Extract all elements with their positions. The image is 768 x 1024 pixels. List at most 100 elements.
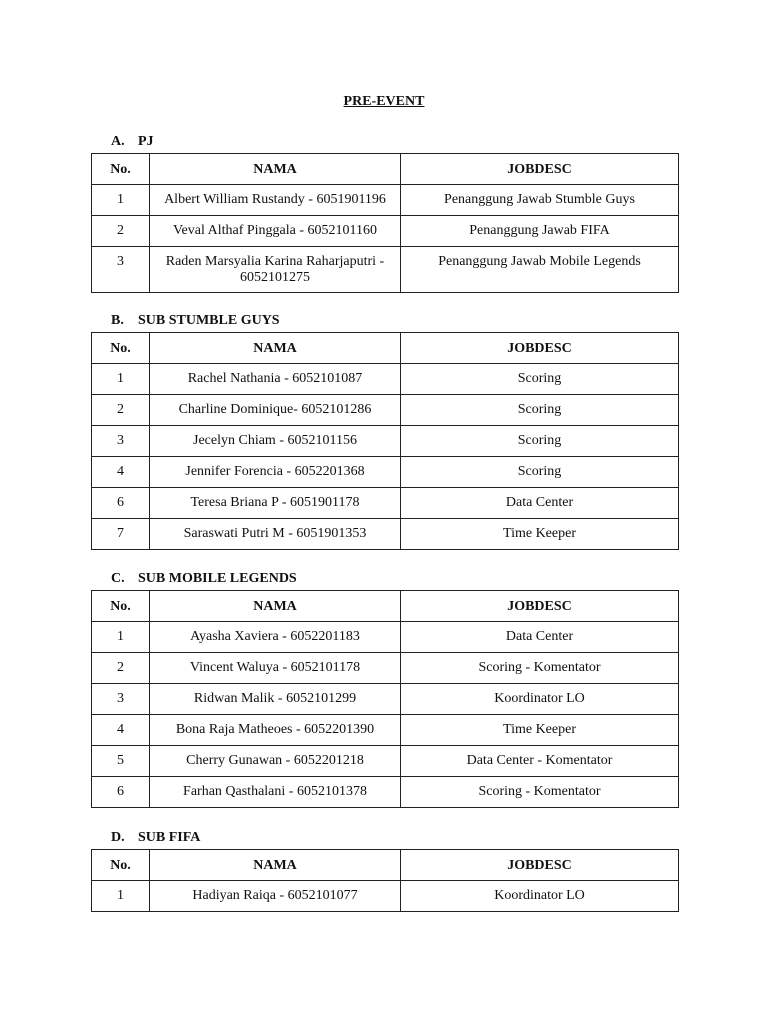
cell-no: 1 — [91, 184, 150, 216]
section-letter: A. — [111, 134, 125, 149]
table-header: No. NAMA JOBDESC — [91, 590, 679, 622]
cell-jobdesc: Data Center — [400, 621, 679, 653]
cell-jobdesc: Time Keeper — [400, 518, 679, 550]
header-no: No. — [91, 590, 150, 622]
table-row: 1 Albert William Rustandy - 6051901196 Pen… — [91, 184, 679, 216]
cell-nama: Rachel Nathania - 6052101087 — [149, 363, 401, 395]
header-jobdesc: JOBDESC — [400, 849, 679, 881]
table-row: 1 Ayasha Xaviera - 6052201183 Data Center — [91, 621, 679, 653]
table-header: No. NAMA JOBDESC — [91, 153, 679, 185]
section-name: SUB FIFA — [138, 830, 201, 845]
section-heading: C. SUB MOBILE LEGENDS — [91, 571, 679, 590]
section-heading: A. PJ — [91, 134, 679, 153]
cell-no: 2 — [91, 215, 150, 247]
header-no: No. — [91, 153, 150, 185]
cell-no: 7 — [91, 518, 150, 550]
cell-jobdesc: Koordinator LO — [400, 880, 679, 912]
cell-no: 4 — [91, 714, 150, 746]
cell-nama: Ridwan Malik - 6052101299 — [149, 683, 401, 715]
cell-nama: Bona Raja Matheoes - 6052201390 — [149, 714, 401, 746]
table-row: 5 Cherry Gunawan - 6052201218 Data Center … — [91, 745, 679, 777]
section-a: A. PJ No. NAMA JOBDESC 1 Albert William Rustan… — [91, 134, 679, 293]
header-nama: NAMA — [149, 332, 401, 364]
cell-jobdesc: Penanggung Jawab Mobile Legends — [400, 246, 679, 293]
table-row: 4 Jennifer Forencia - 6052201368 Scoring — [91, 456, 679, 488]
staff-table: No. NAMA JOBDESC 1 Albert William Rustandy -… — [91, 153, 679, 293]
section-c: C. SUB MOBILE LEGENDS No. NAMA JOBDESC 1 Ayash… — [91, 571, 679, 808]
cell-no: 6 — [91, 776, 150, 808]
section-name: SUB STUMBLE GUYS — [138, 313, 280, 328]
table-row: 6 Teresa Briana P - 6051901178 Data Center — [91, 487, 679, 519]
staff-table: No. NAMA JOBDESC 1 Ayasha Xaviera - 60522011… — [91, 590, 679, 808]
cell-jobdesc: Penanggung Jawab Stumble Guys — [400, 184, 679, 216]
cell-no: 4 — [91, 456, 150, 488]
section-heading: D. SUB FIFA — [91, 830, 679, 849]
cell-jobdesc: Data Center - Komentator — [400, 745, 679, 777]
table-header: No. NAMA JOBDESC — [91, 849, 679, 881]
section-d: D. SUB FIFA No. NAMA JOBDESC 1 Hadiyan Raiqa -… — [91, 830, 679, 912]
cell-no: 5 — [91, 745, 150, 777]
table-row: 4 Bona Raja Matheoes - 6052201390 Time Kee… — [91, 714, 679, 746]
cell-jobdesc: Time Keeper — [400, 714, 679, 746]
cell-jobdesc: Scoring — [400, 456, 679, 488]
cell-nama: Teresa Briana P - 6051901178 — [149, 487, 401, 519]
header-no: No. — [91, 849, 150, 881]
table-header: No. NAMA JOBDESC — [91, 332, 679, 364]
table-row: 3 Jecelyn Chiam - 6052101156 Scoring — [91, 425, 679, 457]
section-name: PJ — [138, 134, 154, 149]
header-jobdesc: JOBDESC — [400, 332, 679, 364]
header-nama: NAMA — [149, 153, 401, 185]
cell-jobdesc: Scoring — [400, 425, 679, 457]
cell-jobdesc: Penanggung Jawab FIFA — [400, 215, 679, 247]
cell-no: 3 — [91, 246, 150, 293]
cell-no: 1 — [91, 363, 150, 395]
table-row: 2 Vincent Waluya - 6052101178 Scoring - Ko… — [91, 652, 679, 684]
section-name: SUB MOBILE LEGENDS — [138, 571, 297, 586]
cell-nama: Albert William Rustandy - 6051901196 — [149, 184, 401, 216]
cell-jobdesc: Koordinator LO — [400, 683, 679, 715]
table-row: 1 Hadiyan Raiqa - 6052101077 Koordinator L… — [91, 880, 679, 912]
cell-nama: Ayasha Xaviera - 6052201183 — [149, 621, 401, 653]
section-letter: B. — [111, 313, 124, 328]
table-row: 6 Farhan Qasthalani - 6052101378 Scoring -… — [91, 776, 679, 808]
cell-nama: Cherry Gunawan - 6052201218 — [149, 745, 401, 777]
cell-no: 6 — [91, 487, 150, 519]
cell-no: 1 — [91, 621, 150, 653]
section-b: B. SUB STUMBLE GUYS No. NAMA JOBDESC 1 Rachel … — [91, 313, 679, 550]
cell-nama: Veval Althaf Pinggala - 6052101160 — [149, 215, 401, 247]
cell-jobdesc: Scoring — [400, 363, 679, 395]
page-title: PRE-EVENT — [343, 94, 425, 109]
cell-no: 1 — [91, 880, 150, 912]
table-row: 7 Saraswati Putri M - 6051901353 Time Keep… — [91, 518, 679, 550]
cell-no: 3 — [91, 425, 150, 457]
header-nama: NAMA — [149, 590, 401, 622]
cell-nama: Vincent Waluya - 6052101178 — [149, 652, 401, 684]
cell-jobdesc: Scoring - Komentator — [400, 652, 679, 684]
table-row: 1 Rachel Nathania - 6052101087 Scoring — [91, 363, 679, 395]
cell-nama: Raden Marsyalia Karina Raharjaputri - 60… — [149, 246, 401, 293]
staff-table: No. NAMA JOBDESC 1 Hadiyan Raiqa - 605210107… — [91, 849, 679, 912]
header-jobdesc: JOBDESC — [400, 590, 679, 622]
table-row: 3 Raden Marsyalia Karina Raharjaputri - 6… — [91, 246, 679, 293]
cell-jobdesc: Data Center — [400, 487, 679, 519]
cell-nama: Jennifer Forencia - 6052201368 — [149, 456, 401, 488]
cell-nama: Farhan Qasthalani - 6052101378 — [149, 776, 401, 808]
cell-jobdesc: Scoring — [400, 394, 679, 426]
cell-no: 3 — [91, 683, 150, 715]
table-row: 2 Charline Dominique- 6052101286 Scoring — [91, 394, 679, 426]
staff-table: No. NAMA JOBDESC 1 Rachel Nathania - 6052101… — [91, 332, 679, 550]
cell-nama: Jecelyn Chiam - 6052101156 — [149, 425, 401, 457]
header-nama: NAMA — [149, 849, 401, 881]
cell-jobdesc: Scoring - Komentator — [400, 776, 679, 808]
section-letter: D. — [111, 830, 125, 845]
cell-no: 2 — [91, 652, 150, 684]
cell-no: 2 — [91, 394, 150, 426]
cell-nama: Saraswati Putri M - 6051901353 — [149, 518, 401, 550]
section-letter: C. — [111, 571, 125, 586]
table-row: 2 Veval Althaf Pinggala - 6052101160 Penan… — [91, 215, 679, 247]
table-row: 3 Ridwan Malik - 6052101299 Koordinator LO — [91, 683, 679, 715]
header-no: No. — [91, 332, 150, 364]
section-heading: B. SUB STUMBLE GUYS — [91, 313, 679, 332]
cell-nama: Charline Dominique- 6052101286 — [149, 394, 401, 426]
cell-nama: Hadiyan Raiqa - 6052101077 — [149, 880, 401, 912]
